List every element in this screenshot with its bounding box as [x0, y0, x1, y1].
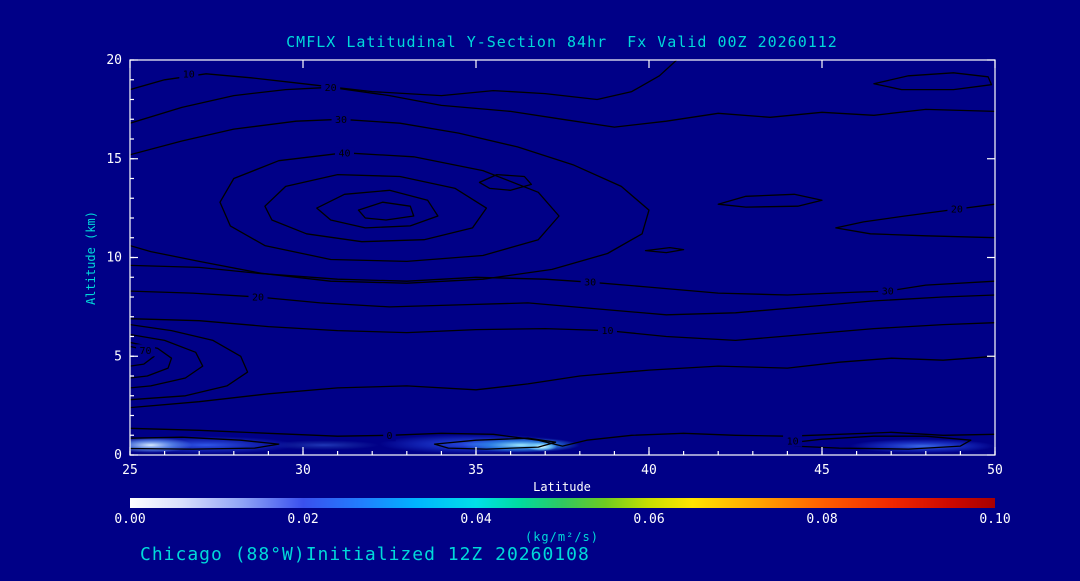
- contour-label: 10: [787, 436, 799, 447]
- init-time-label: Chicago (88°W)Initialized 12Z 20260108: [140, 544, 590, 565]
- contour-label-mask: [179, 67, 199, 80]
- contour-label: 0: [386, 431, 392, 442]
- contour-line-20: [130, 86, 995, 128]
- contour-line-40: [219, 152, 560, 263]
- y-tick-label: 0: [114, 448, 122, 463]
- contour-line-10: [130, 355, 995, 409]
- contour-line-10: [130, 436, 280, 450]
- contour-label: 20: [252, 293, 264, 304]
- contour-label: 30: [882, 287, 894, 298]
- contour-line-70: [357, 201, 415, 221]
- contour-label: 10: [183, 69, 195, 80]
- contour-line-30: [873, 72, 993, 91]
- contour-label: 70: [140, 346, 152, 357]
- colorbar-tick-label: 0.04: [460, 512, 491, 527]
- x-tick-label: 25: [122, 463, 138, 478]
- contour-line-10: [786, 435, 972, 450]
- contour-line-30: [130, 118, 650, 284]
- colorbar-tick-label: 0.10: [979, 512, 1010, 527]
- colorbar-tick-label: 0.02: [287, 512, 318, 527]
- contour-label-mask: [878, 285, 898, 298]
- contour-line-50: [130, 333, 204, 389]
- x-tick-label: 50: [987, 463, 1003, 478]
- colorbar-units-label: (kg/m²/s): [525, 530, 599, 544]
- colorbar-tick-label: 0.06: [633, 512, 664, 527]
- contour-label: 10: [601, 326, 613, 337]
- contour-line-30: [478, 173, 533, 191]
- contour-label: 20: [325, 83, 337, 94]
- y-axis-label: Altitude (km): [84, 211, 98, 305]
- contour-line-10: [130, 60, 678, 101]
- contour-line-0: [130, 427, 995, 447]
- contour-line-10: [130, 318, 995, 342]
- contour-label-mask: [321, 81, 341, 94]
- surface-flux-streak: [849, 439, 995, 454]
- contour-label-mask: [580, 276, 600, 289]
- contour-line-20: [717, 193, 823, 208]
- contour-line-50: [264, 173, 488, 243]
- colorbar: [130, 498, 995, 508]
- contour-line-20: [644, 246, 685, 254]
- chart-title: CMFLX Latitudinal Y-Section 84hr Fx Vali…: [286, 33, 838, 51]
- contour-label: 40: [338, 149, 350, 160]
- contour-label-mask: [331, 113, 351, 126]
- contour-label-mask: [136, 344, 156, 357]
- contour-line-10: [433, 437, 557, 450]
- y-tick-label: 15: [106, 152, 122, 167]
- x-tick-label: 45: [814, 463, 830, 478]
- y-tick-label: 10: [106, 251, 122, 266]
- contour-line-30: [130, 264, 995, 296]
- contour-label: 30: [335, 115, 347, 126]
- contour-label-mask: [248, 291, 268, 303]
- x-tick-label: 30: [295, 463, 311, 478]
- contour-line-20: [130, 290, 995, 316]
- contour-label-mask: [597, 324, 617, 337]
- contour-label-mask: [947, 203, 967, 216]
- x-tick-label: 40: [641, 463, 657, 478]
- x-tick-label: 35: [468, 463, 484, 478]
- y-tick-label: 20: [106, 53, 122, 68]
- contour-layer: [130, 60, 995, 450]
- y-tick-label: 5: [114, 349, 122, 364]
- surface-flux-streak: [268, 440, 380, 450]
- x-axis-label: Latitude: [533, 480, 591, 494]
- contour-line-40: [130, 323, 249, 401]
- contour-line-20: [835, 203, 995, 239]
- colorbar-tick-label: 0.00: [114, 512, 145, 527]
- contour-label: 20: [951, 205, 963, 216]
- colorbar-tick-label: 0.08: [806, 512, 837, 527]
- contour-label-mask: [383, 429, 396, 442]
- contour-label-mask: [783, 434, 803, 447]
- tick-layer: [129, 59, 996, 456]
- contour-label-mask: [335, 147, 355, 160]
- contour-line-60: [316, 189, 439, 229]
- contour-label: 30: [584, 278, 596, 289]
- contour-label-layer: 10 20 30 40 20 30 30 20 10 70 0 10: [136, 67, 967, 447]
